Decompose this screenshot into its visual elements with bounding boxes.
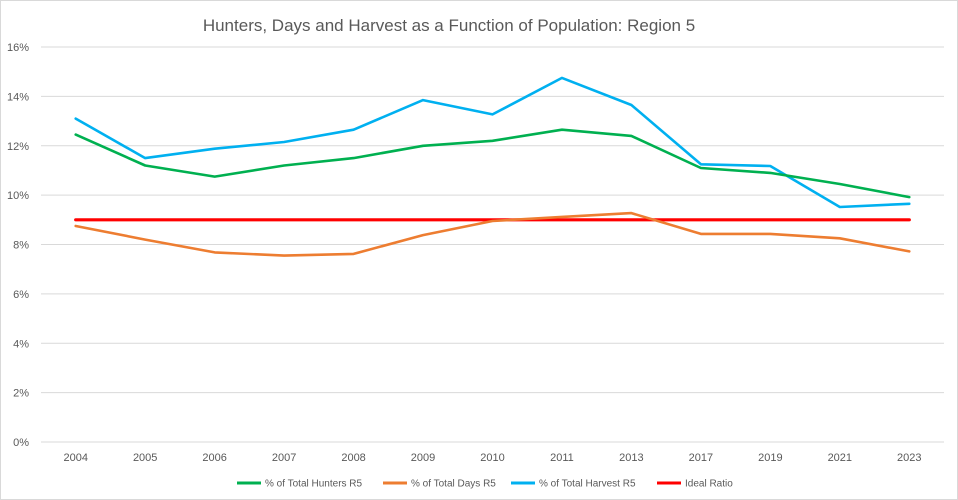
legend-label: Ideal Ratio <box>685 479 733 490</box>
y-tick-label: 6% <box>13 289 29 301</box>
y-tick-label: 10% <box>7 190 29 202</box>
legend-label: % of Total Hunters R5 <box>265 479 363 490</box>
gridlines <box>41 46 944 443</box>
x-tick-label: 2019 <box>758 452 782 464</box>
y-tick-label: 12% <box>7 141 29 153</box>
x-tick-label: 2010 <box>480 452 504 464</box>
y-tick-label: 14% <box>7 91 29 103</box>
legend-item: % of Total Days R5 <box>383 479 496 490</box>
x-axis-tick-labels: 2004 2005 2006 2007 2008 2009 2010 2011 2013 2017… <box>63 452 921 464</box>
y-tick-label: 2% <box>13 388 29 400</box>
y-tick-label: 8% <box>13 240 29 252</box>
legend: % of Total Hunters R5 % of Total Days R5%… <box>237 479 733 490</box>
series-lines <box>74 76 911 257</box>
chart-title: Hunters, Days and Harvest as a Function … <box>203 16 695 35</box>
series-line-3 <box>74 76 911 209</box>
legend-item: % of Total Hunters R5 <box>237 479 363 490</box>
y-tick-label: 4% <box>13 338 29 350</box>
x-tick-label: 2007 <box>272 452 296 464</box>
y-tick-label: 16% <box>7 42 29 54</box>
x-tick-label: 2011 <box>550 452 574 464</box>
series-line-1 <box>74 128 911 199</box>
x-tick-label: 2006 <box>202 452 226 464</box>
y-tick-label: 0% <box>13 437 29 449</box>
x-tick-label: 2005 <box>133 452 157 464</box>
x-tick-label: 2023 <box>897 452 921 464</box>
x-tick-label: 2021 <box>828 452 852 464</box>
x-tick-label: 2004 <box>63 452 87 464</box>
x-tick-label: 2009 <box>411 452 435 464</box>
legend-item: Ideal Ratio <box>657 479 733 490</box>
x-tick-label: 2013 <box>619 452 643 464</box>
legend-item: % of Total Harvest R5 <box>511 479 636 490</box>
y-axis-tick-labels: 0% 2% 4% 6% 8% 10% 12% 14% 16% <box>7 42 29 449</box>
series-line-2 <box>74 211 911 257</box>
x-tick-label: 2008 <box>341 452 365 464</box>
legend-label: % of Total Days R5 <box>411 479 496 490</box>
legend-label: % of Total Harvest R5 <box>539 479 636 490</box>
x-tick-label: 2017 <box>689 452 713 464</box>
